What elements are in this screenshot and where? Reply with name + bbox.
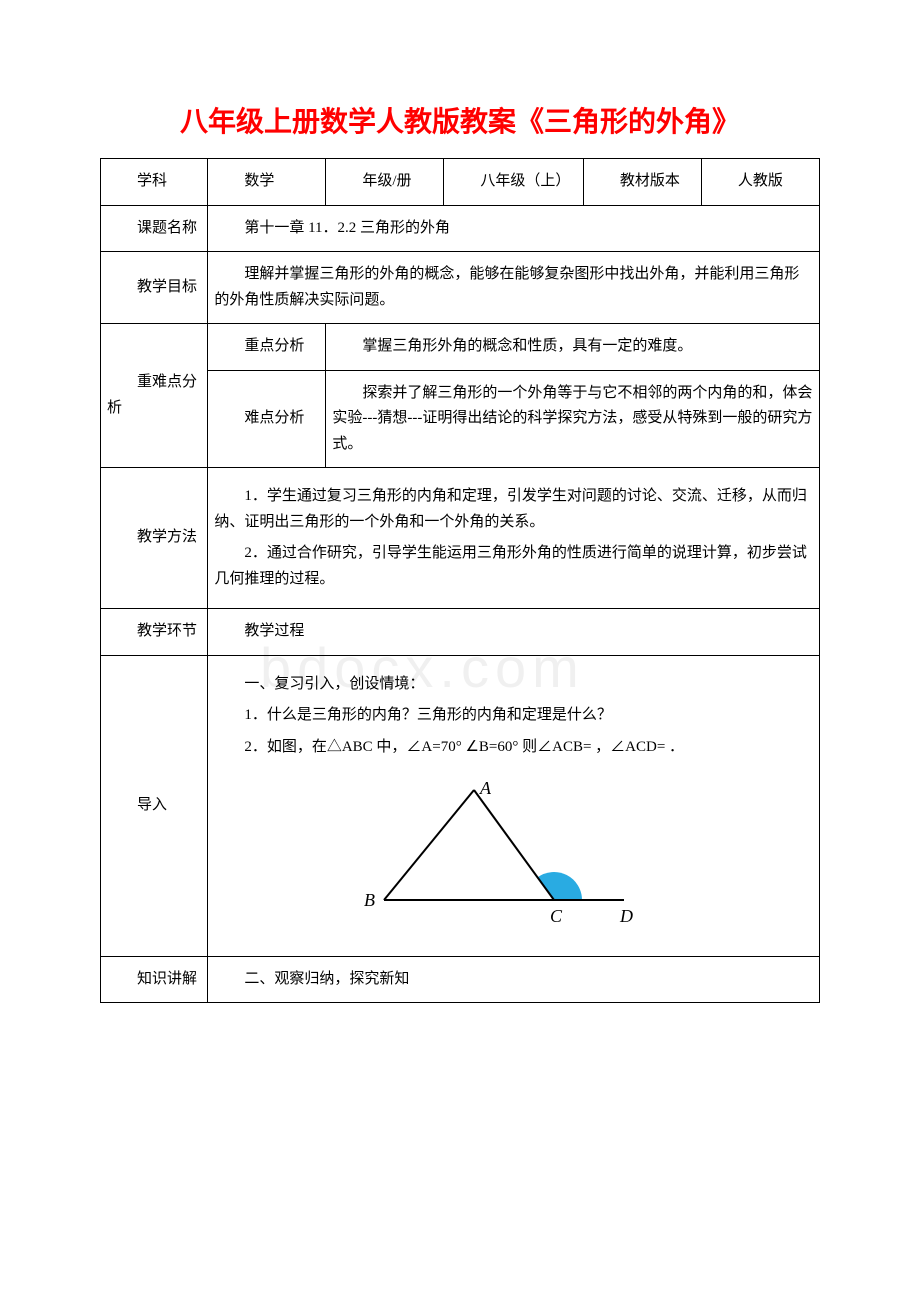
- cell-section-value: 教学过程: [208, 609, 820, 656]
- table-row: 教学方法 1．学生通过复习三角形的内角和定理，引发学生对问题的讨论、交流、迁移，…: [101, 468, 820, 609]
- table-row: 教学目标 理解并掌握三角形的外角的概念，能够在能够复杂图形中找出外角，并能利用三…: [101, 252, 820, 324]
- cell-objective-label: 教学目标: [101, 252, 208, 324]
- cell-grade-label: 年级/册: [326, 159, 444, 206]
- document-title: 八年级上册数学人教版教案《三角形的外角》: [100, 100, 820, 140]
- cell-method-label: 教学方法: [101, 468, 208, 609]
- intro-paragraph-1: 1．什么是三角形的内角？三角形的内角和定理是什么？: [214, 703, 813, 729]
- cell-key-difficult-label: 重难点分析: [101, 324, 208, 468]
- intro-paragraph-2: 2．如图，在△ABC 中，∠A=70° ∠B=60° 则∠ACB= ，∠ACD=…: [214, 735, 813, 761]
- table-row: 知识讲解 二、观察归纳，探究新知: [101, 956, 820, 1003]
- table-row: 重难点分析 重点分析 掌握三角形外角的概念和性质，具有一定的难度。: [101, 324, 820, 371]
- table-row: 课题名称 第十一章 11．2.2 三角形的外角: [101, 205, 820, 252]
- cell-textbook-value: 人教版: [701, 159, 819, 206]
- svg-text:C: C: [550, 906, 563, 926]
- table-row: 学科 数学 年级/册 八年级（上） 教材版本 人教版: [101, 159, 820, 206]
- method-paragraph-1: 1．学生通过复习三角形的内角和定理，引发学生对问题的讨论、交流、迁移，从而归纳、…: [214, 484, 813, 535]
- table-row: 教学环节 教学过程: [101, 609, 820, 656]
- lesson-plan-table: 学科 数学 年级/册 八年级（上） 教材版本 人教版 课题名称 第十一章 11．…: [100, 158, 820, 1003]
- cell-knowledge-label: 知识讲解: [101, 956, 208, 1003]
- cell-grade-value: 八年级（上）: [444, 159, 584, 206]
- cell-method-value: 1．学生通过复习三角形的内角和定理，引发学生对问题的讨论、交流、迁移，从而归纳、…: [208, 468, 820, 609]
- cell-textbook-label: 教材版本: [583, 159, 701, 206]
- cell-keypoint-value: 掌握三角形外角的概念和性质，具有一定的难度。: [326, 324, 820, 371]
- cell-intro-label: 导入: [101, 655, 208, 956]
- triangle-svg: A B C D: [364, 780, 664, 930]
- page-container: bdocx.com 八年级上册数学人教版教案《三角形的外角》 学科 数学 年级/…: [0, 0, 920, 1063]
- cell-subject-label: 学科: [101, 159, 208, 206]
- cell-keypoint-label: 重点分析: [208, 324, 326, 371]
- cell-lesson-title-value: 第十一章 11．2.2 三角形的外角: [208, 205, 820, 252]
- table-row: 导入 一、复习引入，创设情境： 1．什么是三角形的内角？三角形的内角和定理是什么…: [101, 655, 820, 956]
- cell-subject-value: 数学: [208, 159, 326, 206]
- method-paragraph-2: 2．通过合作研究，引导学生能运用三角形外角的性质进行简单的说理计算，初步尝试几何…: [214, 541, 813, 592]
- triangle-figure: A B C D: [214, 766, 813, 946]
- svg-text:D: D: [619, 906, 633, 926]
- cell-intro-content: 一、复习引入，创设情境： 1．什么是三角形的内角？三角形的内角和定理是什么？ 2…: [208, 655, 820, 956]
- cell-objective-value: 理解并掌握三角形的外角的概念，能够在能够复杂图形中找出外角，并能利用三角形的外角…: [208, 252, 820, 324]
- svg-text:B: B: [364, 890, 375, 910]
- cell-difficulty-label: 难点分析: [208, 370, 326, 468]
- intro-heading: 一、复习引入，创设情境：: [214, 672, 813, 698]
- cell-difficulty-value: 探索并了解三角形的一个外角等于与它不相邻的两个内角的和，体会实验---猜想---…: [326, 370, 820, 468]
- table-row: 难点分析 探索并了解三角形的一个外角等于与它不相邻的两个内角的和，体会实验---…: [101, 370, 820, 468]
- cell-knowledge-value: 二、观察归纳，探究新知: [208, 956, 820, 1003]
- cell-lesson-title-label: 课题名称: [101, 205, 208, 252]
- svg-text:A: A: [479, 780, 492, 798]
- cell-section-label: 教学环节: [101, 609, 208, 656]
